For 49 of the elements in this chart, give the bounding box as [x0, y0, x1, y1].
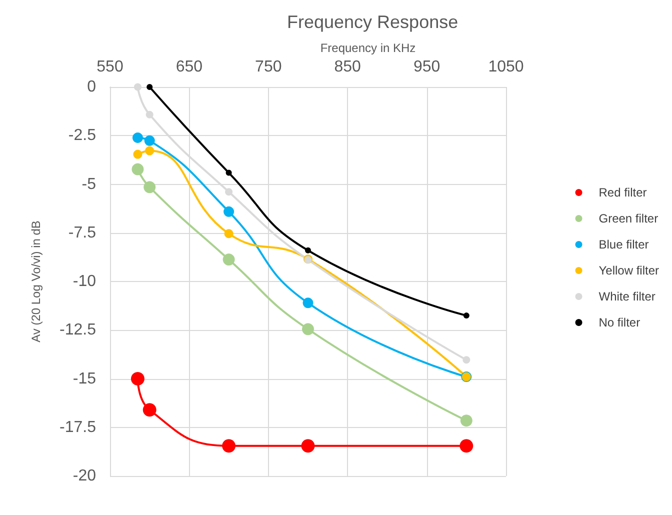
point: [301, 439, 315, 453]
legend-label: Yellow filter: [598, 264, 660, 278]
point: [302, 298, 314, 308]
y-tick-label: 0: [87, 78, 96, 96]
point: [463, 312, 470, 319]
y-tick-label: -20: [72, 468, 96, 484]
legend-label: White filter: [598, 290, 656, 304]
point: [133, 150, 142, 159]
point: [222, 439, 236, 453]
legend-label: No filter: [598, 316, 640, 330]
x-tick-label: 1050: [488, 58, 524, 76]
point: [144, 135, 155, 146]
chart-title: Frequency Response: [287, 12, 458, 32]
legend-label: Green filter: [598, 212, 658, 226]
y-tick-label: -10: [72, 273, 96, 290]
point: [142, 403, 156, 417]
point: [146, 84, 153, 90]
y-tick-label: -5: [82, 176, 96, 193]
legend-label: Red filter: [598, 186, 647, 200]
point: [224, 229, 234, 238]
point: [134, 83, 142, 91]
point: [462, 356, 470, 364]
point: [130, 372, 144, 386]
x-tick-label: 850: [334, 58, 362, 76]
point: [302, 323, 314, 336]
y-tick-label: -15: [72, 370, 96, 388]
point: [145, 146, 154, 156]
y-tick-label: -2.5: [68, 127, 96, 144]
point: [146, 110, 154, 118]
point: [460, 414, 472, 427]
y-tick-label: -17.5: [60, 418, 96, 436]
point: [144, 181, 156, 194]
point: [226, 170, 232, 176]
point: [132, 163, 144, 176]
x-axis-title: Frequency in KHz: [320, 41, 416, 56]
y-axis-title: Av (20 Log Vo/vi) in dB: [29, 220, 43, 342]
x-tick-label: 650: [176, 58, 203, 76]
point: [224, 206, 234, 217]
x-tick-label: 550: [96, 58, 124, 76]
legend-label: Blue filter: [598, 238, 649, 252]
point: [460, 439, 474, 453]
point: [225, 188, 233, 196]
point: [222, 254, 235, 266]
point: [132, 132, 143, 144]
point: [305, 247, 311, 254]
y-tick-label: -12.5: [60, 322, 96, 339]
x-tick-label: 950: [413, 58, 440, 76]
y-tick-label: -7.5: [68, 224, 96, 242]
x-tick-label: 750: [255, 58, 282, 76]
